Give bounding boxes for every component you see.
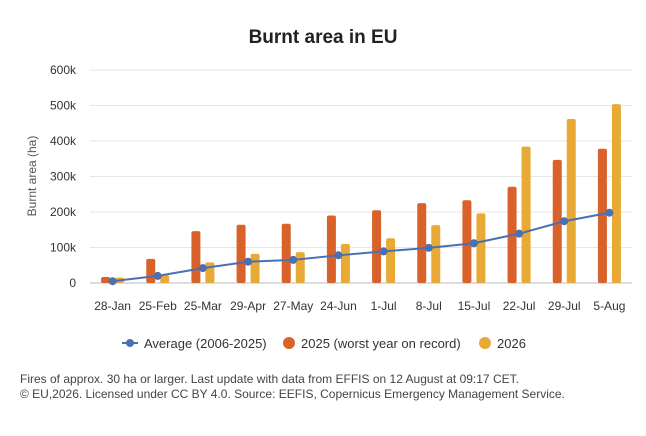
legend-label: 2025 (worst year on record) <box>301 336 461 351</box>
average-point[interactable] <box>560 217 569 226</box>
y-tick-label: 500k <box>50 99 77 113</box>
average-point[interactable] <box>334 251 343 260</box>
average-point[interactable] <box>153 271 162 280</box>
footnote-line-2: © EU,2026. Licensed under CC BY 4.0. Sou… <box>20 387 565 401</box>
footnote-line-1: Fires of approx. 30 ha or larger. Last u… <box>20 372 519 386</box>
bar-2026[interactable] <box>205 262 215 283</box>
y-tick-label: 300k <box>50 170 77 184</box>
x-axis-ticks: 28-Jan 25-Feb 25-Mar 29-Apr 27-May 24-Jun 1-Ju… <box>94 299 625 313</box>
bar-2025[interactable] <box>236 224 246 283</box>
average-point[interactable] <box>289 255 298 264</box>
footnote: Fires of approx. 30 ha or larger. Last u… <box>20 372 630 402</box>
bar-2026[interactable] <box>476 213 486 283</box>
legend-label-average: Average (2006-2025) <box>144 336 267 351</box>
average-point[interactable] <box>379 247 388 256</box>
y-tick-label: 0 <box>69 276 76 290</box>
bar-2026[interactable] <box>386 238 396 283</box>
average-point[interactable] <box>244 257 253 266</box>
x-tick-label: 29-Jul <box>548 299 581 313</box>
legend-swatch <box>283 337 295 349</box>
average-point[interactable] <box>424 243 433 252</box>
x-tick-label: 24-Jun <box>320 299 357 313</box>
average-point[interactable] <box>469 239 478 248</box>
bar-2026[interactable] <box>340 243 350 283</box>
x-tick-label: 5-Aug <box>593 299 625 313</box>
chart-title: Burnt area in EU <box>249 27 398 48</box>
bar-2025[interactable] <box>191 231 201 283</box>
y-axis-ticks: 0 100k 200k 300k 400k 500k 600k <box>50 63 77 290</box>
bar-2025[interactable] <box>552 159 562 283</box>
bar-2025[interactable] <box>281 223 291 283</box>
bar-2025[interactable] <box>597 148 607 283</box>
average-point[interactable] <box>108 277 117 286</box>
x-tick-label: 25-Mar <box>184 299 222 313</box>
y-tick-label: 600k <box>50 63 77 77</box>
bar-2025[interactable] <box>101 276 111 283</box>
average-point[interactable] <box>515 229 524 238</box>
x-tick-label: 29-Apr <box>230 299 266 313</box>
bar-2026[interactable] <box>566 118 576 284</box>
average-line <box>108 208 614 286</box>
legend-point-marker <box>126 339 134 347</box>
x-tick-label: 8-Jul <box>416 299 442 313</box>
x-tick-label: 25-Feb <box>139 299 177 313</box>
x-tick-label: 28-Jan <box>94 299 131 313</box>
legend-label: 2026 <box>497 336 526 351</box>
bar-2026[interactable] <box>295 252 305 283</box>
y-tick-label: 200k <box>50 205 77 219</box>
bar-2026[interactable] <box>431 225 441 283</box>
x-tick-label: 22-Jul <box>503 299 536 313</box>
legend-item-2025[interactable]: 2025 (worst year on record) <box>283 336 461 351</box>
legend[interactable]: Average (2006-2025) 2025 (worst year on r… <box>122 336 526 351</box>
x-tick-label: 1-Jul <box>371 299 397 313</box>
bar-2026[interactable] <box>521 146 531 283</box>
y-tick-label: 400k <box>50 134 77 148</box>
x-tick-label: 15-Jul <box>458 299 491 313</box>
bar-2026[interactable] <box>160 275 170 283</box>
bar-2025[interactable] <box>146 258 156 283</box>
x-tick-label: 27-May <box>273 299 313 313</box>
legend-item-2026[interactable]: 2026 <box>479 336 526 351</box>
bar-2025[interactable] <box>462 200 472 283</box>
gridlines <box>90 69 632 284</box>
bar-2026[interactable] <box>611 104 621 283</box>
legend-swatch <box>479 337 491 349</box>
bar-2025[interactable] <box>417 203 427 283</box>
average-point[interactable] <box>605 208 614 217</box>
average-point[interactable] <box>198 264 207 273</box>
average-line-path <box>112 211 610 283</box>
legend-item-average[interactable]: Average (2006-2025) <box>122 336 267 351</box>
y-tick-label: 100k <box>50 241 77 255</box>
bars <box>101 104 621 284</box>
y-axis-label: Burnt area (ha) <box>25 136 39 217</box>
bar-2026[interactable] <box>250 253 260 283</box>
bar-2025[interactable] <box>326 215 336 283</box>
bar-2025[interactable] <box>372 210 382 283</box>
